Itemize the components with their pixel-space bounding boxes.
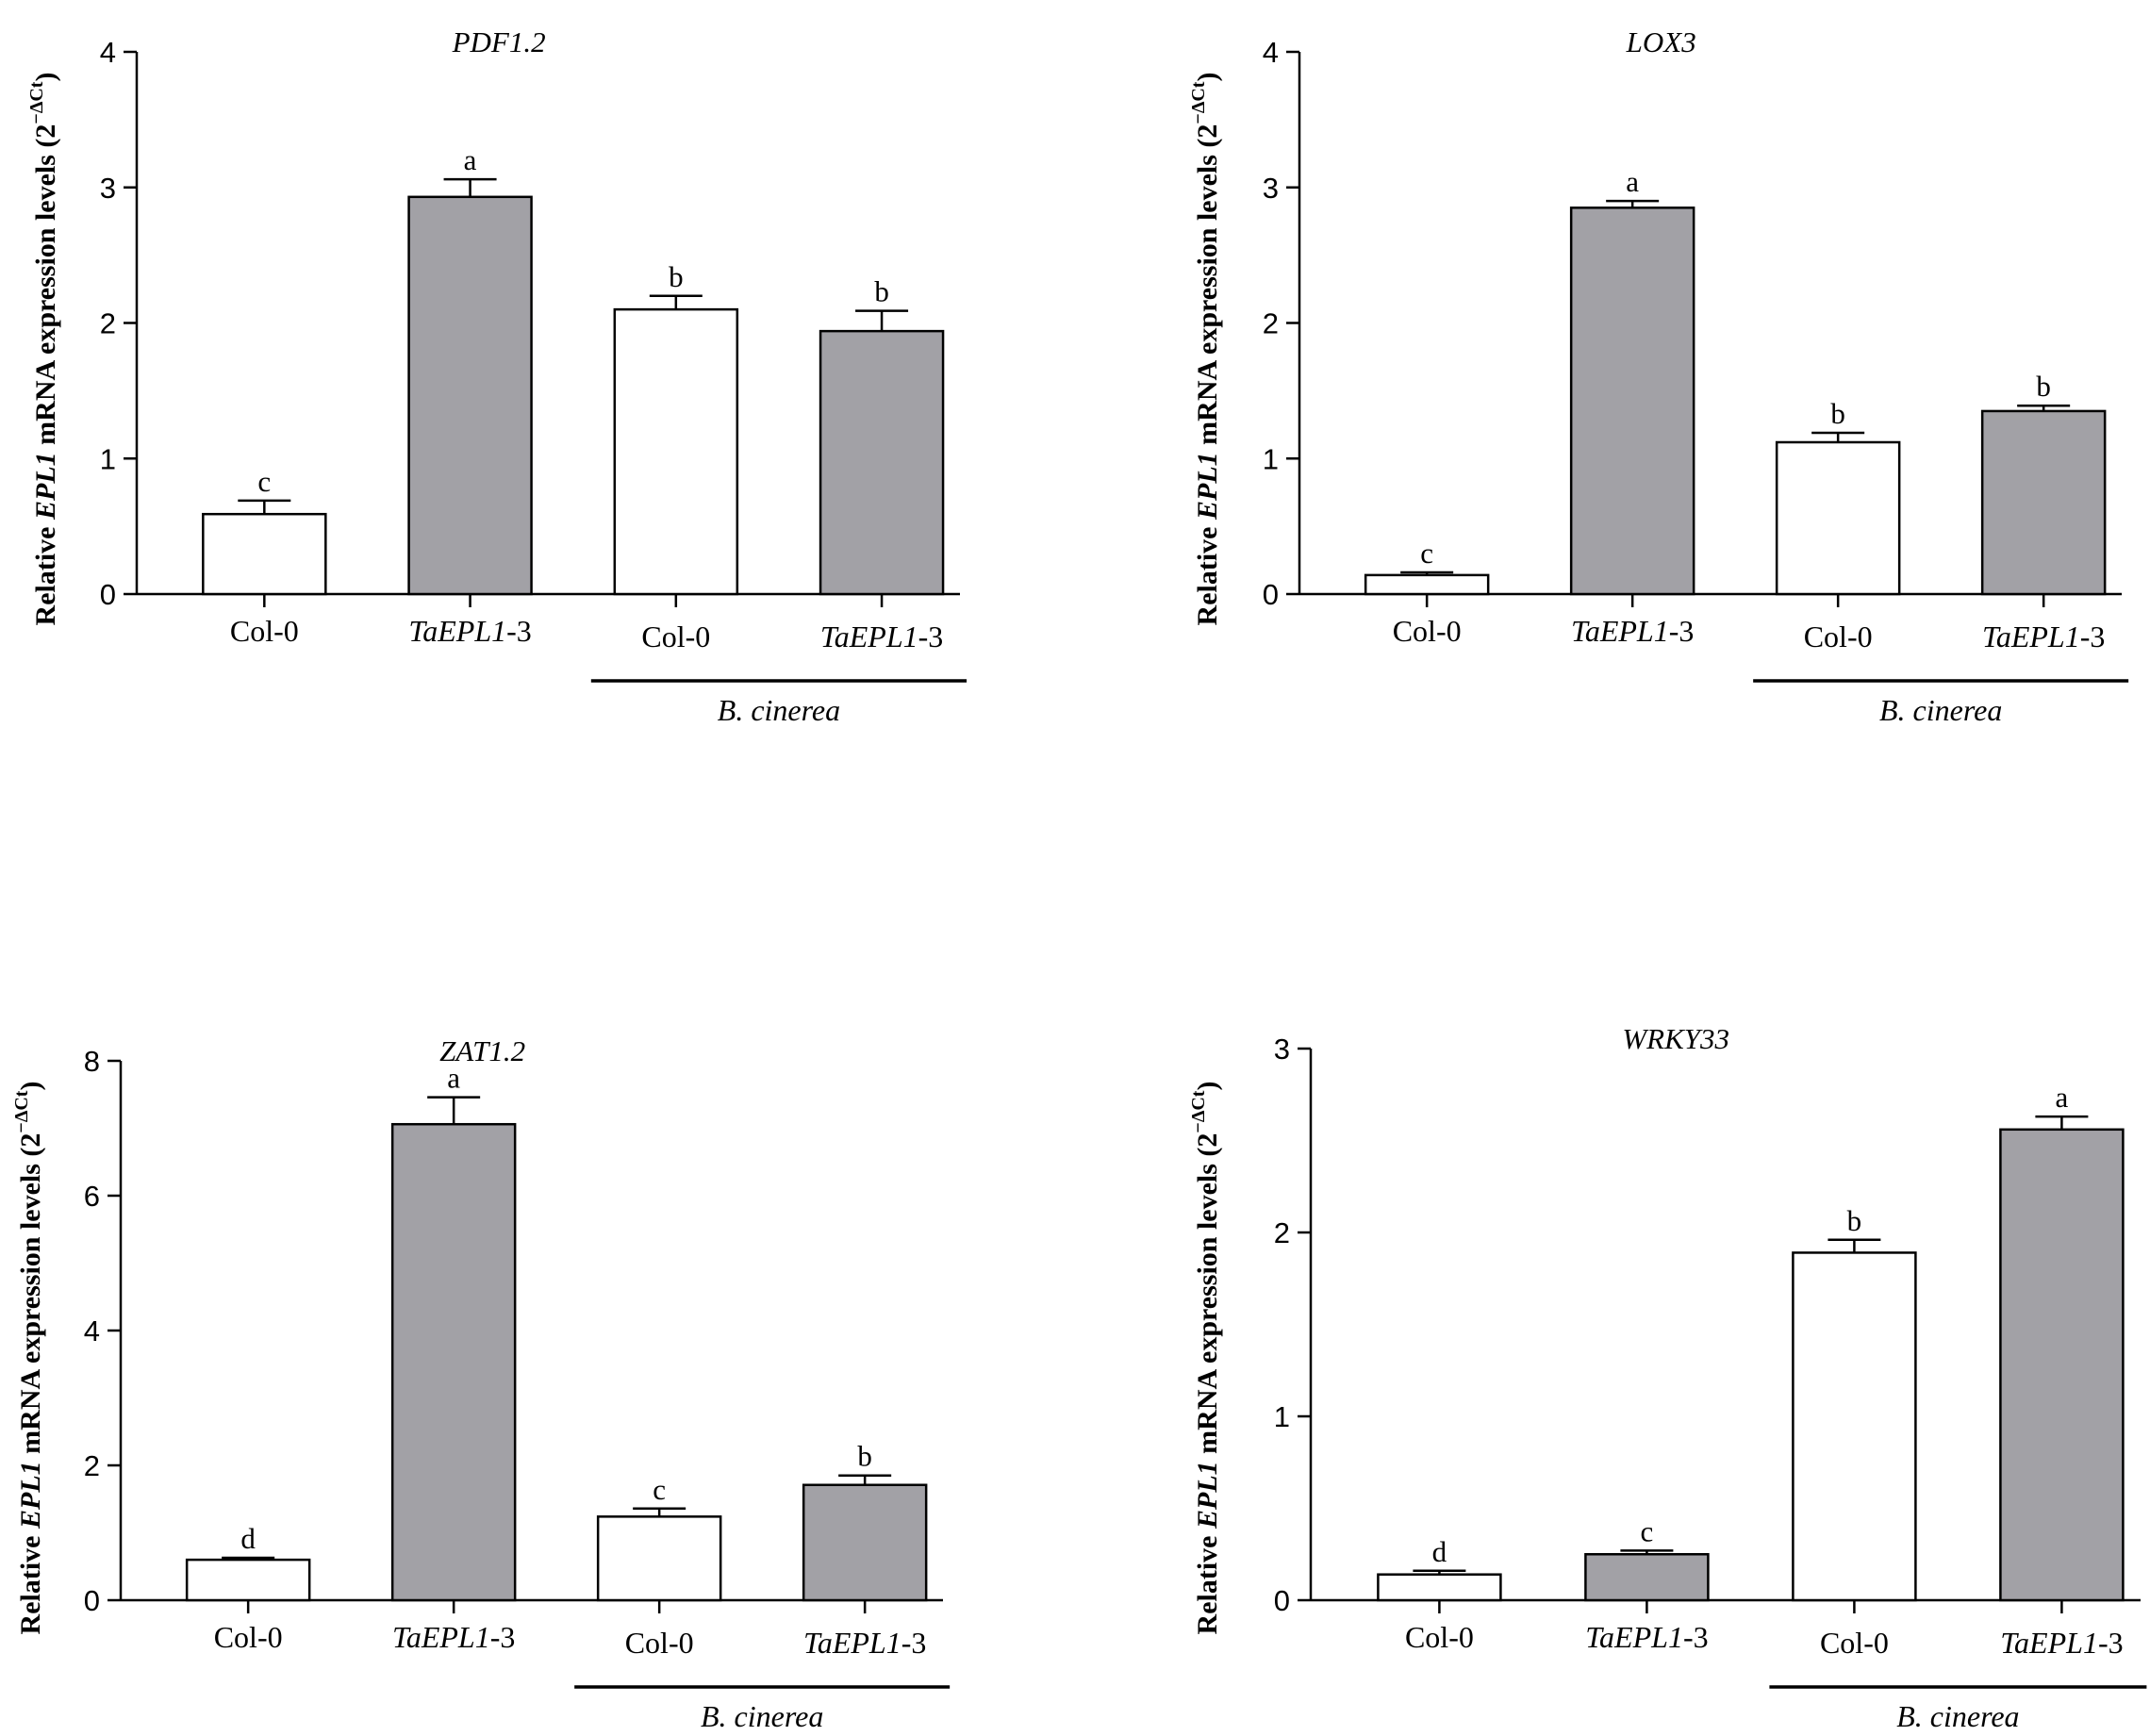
category-label: Col-0 xyxy=(1804,620,1873,653)
y-axis-label: Relative EPL1 mRNA expression levels (2−… xyxy=(1188,73,1223,626)
significance-letter: b xyxy=(857,1440,872,1473)
significance-letter: c xyxy=(653,1473,666,1506)
treatment-label: B. cinerea xyxy=(718,693,840,727)
category-label: TaEPL1-3 xyxy=(392,1620,515,1654)
y-axis-label: Relative EPL1 mRNA expression levels (2−… xyxy=(26,73,61,626)
category-label: Col-0 xyxy=(625,1626,694,1660)
y-tick-label: 4 xyxy=(84,1314,100,1347)
y-tick-label: 4 xyxy=(1263,36,1279,69)
bar xyxy=(185,1558,311,1602)
category-label: TaEPL1-3 xyxy=(408,614,531,648)
significance-letter: a xyxy=(2056,1081,2069,1114)
bar xyxy=(1584,1553,1710,1602)
bar xyxy=(819,329,945,596)
significance-letter: b xyxy=(1830,397,1845,430)
treatment-label: B. cinerea xyxy=(1879,693,2002,727)
bar xyxy=(1364,573,1490,596)
category-label: Col-0 xyxy=(1393,614,1462,648)
treatment-label: B. cinerea xyxy=(701,1699,823,1733)
significance-letter: c xyxy=(1641,1514,1654,1547)
y-axis-label: Relative EPL1 mRNA expression levels (2−… xyxy=(11,1082,46,1635)
bar xyxy=(1775,440,1901,596)
chart-panel-3: 0 2 4 6 8 ZAT1.2 d Col-0 a TaEPL1-3 c Col-0 b TaEPL1-… xyxy=(11,1034,951,1733)
y-tick-label: 2 xyxy=(1263,307,1279,340)
category-label: Col-0 xyxy=(230,614,299,648)
bar xyxy=(613,307,739,596)
significance-letter: d xyxy=(1432,1535,1447,1568)
category-label: TaEPL1-3 xyxy=(1571,614,1694,648)
y-tick-label: 2 xyxy=(1274,1216,1290,1249)
bar xyxy=(1377,1573,1502,1602)
treatment-label: B. cinerea xyxy=(1896,1699,2019,1733)
bar xyxy=(202,512,327,596)
bar xyxy=(1792,1251,1917,1602)
y-tick-label: 3 xyxy=(1263,172,1279,205)
chart-panel-4: 0 1 2 3 WRKY33 d Col-0 c TaEPL1-3 b Col-0 a TaEPL1-3… xyxy=(1188,1022,2147,1733)
y-tick-label: 0 xyxy=(1263,578,1279,611)
significance-letter: a xyxy=(1626,165,1639,198)
significance-letter: b xyxy=(669,260,684,293)
significance-letter: b xyxy=(2036,370,2051,403)
category-label: TaEPL1-3 xyxy=(2000,1626,2123,1660)
chart-title: PDF1.2 xyxy=(452,25,546,58)
category-label: TaEPL1-3 xyxy=(1585,1620,1708,1654)
y-tick-label: 3 xyxy=(1274,1033,1290,1066)
y-axis-label: Relative EPL1 mRNA expression levels (2−… xyxy=(1188,1082,1223,1635)
y-tick-label: 0 xyxy=(1274,1584,1290,1617)
chart-title: LOX3 xyxy=(1626,25,1696,58)
significance-letter: b xyxy=(1847,1204,1862,1237)
y-tick-label: 6 xyxy=(84,1180,100,1213)
y-tick-label: 8 xyxy=(84,1045,100,1078)
y-tick-label: 1 xyxy=(1274,1400,1290,1433)
significance-letter: b xyxy=(874,275,889,308)
bar xyxy=(407,195,533,596)
bar xyxy=(596,1515,722,1602)
y-tick-label: 2 xyxy=(84,1449,100,1482)
chart-title: ZAT1.2 xyxy=(439,1034,525,1067)
bar xyxy=(1999,1128,2125,1602)
chart-title: WRKY33 xyxy=(1622,1022,1729,1055)
significance-letter: a xyxy=(447,1062,460,1095)
y-tick-label: 0 xyxy=(84,1584,100,1617)
bar xyxy=(1980,409,2107,596)
category-label: TaEPL1-3 xyxy=(803,1626,926,1660)
category-label: Col-0 xyxy=(1405,1620,1474,1654)
y-tick-label: 4 xyxy=(100,36,116,69)
y-tick-label: 1 xyxy=(1263,442,1279,475)
category-label: Col-0 xyxy=(1820,1626,1889,1660)
chart-panel-1: 0 1 2 3 4 PDF1.2 c Col-0 a TaEPL1-3 b Col-0 b TaEPL1-… xyxy=(26,25,968,727)
bar xyxy=(802,1483,928,1602)
y-tick-label: 0 xyxy=(100,578,116,611)
category-label: Col-0 xyxy=(641,620,710,653)
significance-letter: d xyxy=(240,1522,256,1555)
significance-letter: c xyxy=(257,465,271,498)
y-tick-label: 3 xyxy=(100,172,116,205)
bar xyxy=(1569,207,1695,596)
significance-letter: c xyxy=(1420,537,1433,570)
y-tick-label: 1 xyxy=(100,442,116,475)
category-label: TaEPL1-3 xyxy=(1982,620,2105,653)
chart-panel-2: 0 1 2 3 4 LOX3 c Col-0 a TaEPL1-3 b Col-0 b TaEPL1-3 B… xyxy=(1188,25,2129,727)
category-label: Col-0 xyxy=(214,1620,283,1654)
bar xyxy=(390,1122,517,1602)
category-label: TaEPL1-3 xyxy=(820,620,943,653)
significance-letter: a xyxy=(464,143,477,176)
y-tick-label: 2 xyxy=(100,307,116,340)
